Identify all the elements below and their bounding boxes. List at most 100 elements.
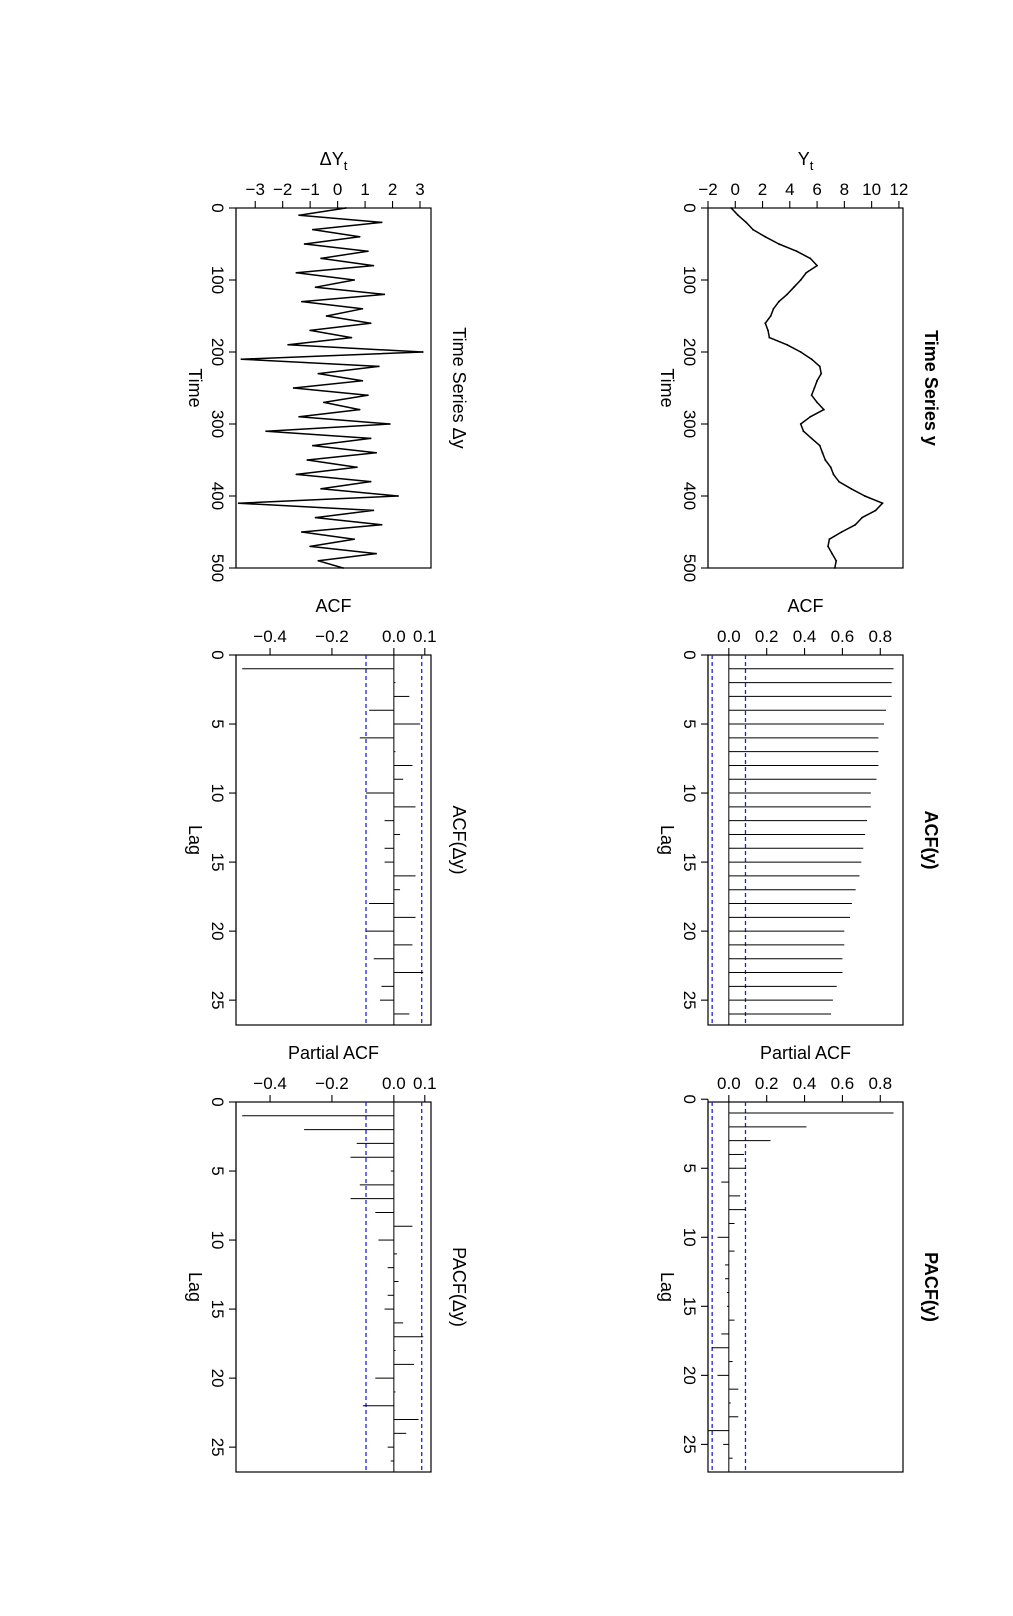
panel-title: PACF(y): [921, 1252, 941, 1322]
y-tick-label: 0.6: [831, 627, 855, 646]
x-axis-title: Time: [657, 368, 677, 407]
x-tick-label: 100: [208, 266, 227, 294]
y-tick-label: 2: [388, 180, 397, 199]
x-tick-label: 10: [208, 1231, 227, 1250]
series-point: [818, 444, 821, 447]
y-tick-label: 10: [862, 180, 881, 199]
y-tick-label: 0.1: [413, 1074, 437, 1093]
x-tick-label: 25: [680, 991, 699, 1010]
series-point: [377, 365, 380, 368]
y-axis: −0.4 −0.2 0.0 0.1: [253, 1074, 437, 1103]
series-point: [309, 329, 312, 332]
series-point: [237, 502, 240, 505]
series-point: [372, 264, 375, 267]
series-point: [353, 538, 355, 541]
series-point: [799, 423, 802, 425]
y-axis-title: ACF: [788, 596, 824, 616]
series-point: [312, 444, 314, 447]
panel-title: ACF(y): [921, 811, 941, 870]
x-axis: 0 5 10 15 20 25: [680, 650, 709, 1010]
series-point: [828, 538, 831, 541]
y-tick-label: 6: [812, 180, 821, 199]
series-point: [840, 531, 843, 533]
y-tick-label: 0.0: [382, 627, 406, 646]
y-tick-label: 2: [758, 180, 767, 199]
series-point: [350, 336, 353, 339]
series-point: [764, 235, 767, 238]
x-tick-label: 5: [680, 719, 699, 728]
series-point: [874, 509, 877, 512]
series-point: [810, 358, 813, 361]
series-point: [397, 495, 399, 497]
x-tick-label: 100: [680, 266, 699, 294]
x-axis-title: Lag: [185, 825, 205, 855]
x-tick-label: 15: [680, 1297, 699, 1316]
y-tick-label: 0.4: [793, 1074, 817, 1093]
series-point: [366, 250, 369, 253]
series-point: [816, 401, 818, 404]
x-tick-label: 0: [208, 203, 227, 212]
series-point: [366, 394, 369, 397]
x-tick-label: 25: [208, 1438, 227, 1457]
y-axis: −3 −2 −1 0 1 2 3: [246, 180, 425, 209]
series-point: [745, 221, 748, 224]
series-point: [838, 480, 840, 483]
x-tick-label: 400: [208, 482, 227, 510]
y-axis-title: ΔYt: [320, 149, 348, 173]
series-point: [317, 559, 320, 562]
series-point: [301, 531, 303, 533]
series-point: [292, 387, 295, 389]
plot-frame: [235, 207, 432, 569]
series-point: [287, 343, 290, 346]
y-axis: 0.0 0.2 0.4 0.6 0.8: [717, 1074, 892, 1103]
y-tick-label: 3: [415, 180, 424, 199]
series-point: [786, 343, 788, 346]
y-tick-label: 0: [333, 180, 342, 199]
series-point: [809, 257, 812, 260]
series-point: [312, 228, 314, 231]
series-point: [831, 552, 833, 555]
series-point: [380, 221, 383, 224]
x-tick-label: 0: [208, 1097, 227, 1106]
series-point: [833, 567, 836, 569]
y-tick-label: −0.4: [253, 627, 287, 646]
series-point: [809, 415, 812, 418]
x-tick-label: 500: [680, 554, 699, 582]
y-tick-label: 1: [360, 180, 369, 199]
series-point: [301, 300, 303, 303]
y-axis: 0.0 0.2 0.4 0.6 0.8: [717, 627, 892, 656]
series-point: [314, 516, 317, 519]
x-axis: 0 5 10 15 20 25: [208, 1097, 237, 1457]
y-axis: −2 0 2 4 6 8 10 12: [698, 180, 908, 209]
series-point: [265, 430, 268, 433]
series-point: [824, 459, 827, 461]
series-point: [861, 516, 863, 519]
series-point: [816, 379, 818, 382]
y-tick-label: −2: [698, 180, 717, 199]
series-point: [375, 451, 377, 454]
y-tick-label: 0.6: [831, 1074, 855, 1093]
x-axis: 0 100 200 300 400 500: [208, 203, 237, 582]
y-tick-label: 8: [840, 180, 849, 199]
series-point: [295, 473, 298, 476]
series-point: [342, 567, 345, 569]
x-tick-label: 20: [680, 1366, 699, 1385]
panel-pacf_y: PACF(y) 0 5 10 15 20 25 Lag 0.0 0.2 0.4 0.6 0.8 Parti…: [657, 1043, 941, 1473]
x-tick-label: 0: [208, 650, 227, 659]
panel-ts_dy: Time Series Δy 0 100 200 300 400 500 Time −3 −2 −1…: [185, 149, 469, 582]
series-point: [320, 257, 323, 260]
x-tick-label: 15: [680, 853, 699, 872]
y-tick-label: −0.2: [315, 627, 349, 646]
y-tick-label: 0.0: [717, 1074, 741, 1093]
series-point: [295, 271, 298, 274]
x-tick-label: 5: [208, 1166, 227, 1175]
y-axis-title-main: Y: [798, 149, 810, 169]
series-point: [795, 250, 798, 253]
series-point: [369, 322, 372, 325]
panel-acf_dy: ACF(Δy) 0 5 10 15 20 25 Lag −0.4 −0.2 0.0 0.1 ACF: [185, 596, 469, 1026]
series-point: [881, 502, 884, 505]
series-line: [730, 207, 884, 569]
series-point: [850, 487, 853, 490]
x-tick-label: 20: [208, 1369, 227, 1388]
